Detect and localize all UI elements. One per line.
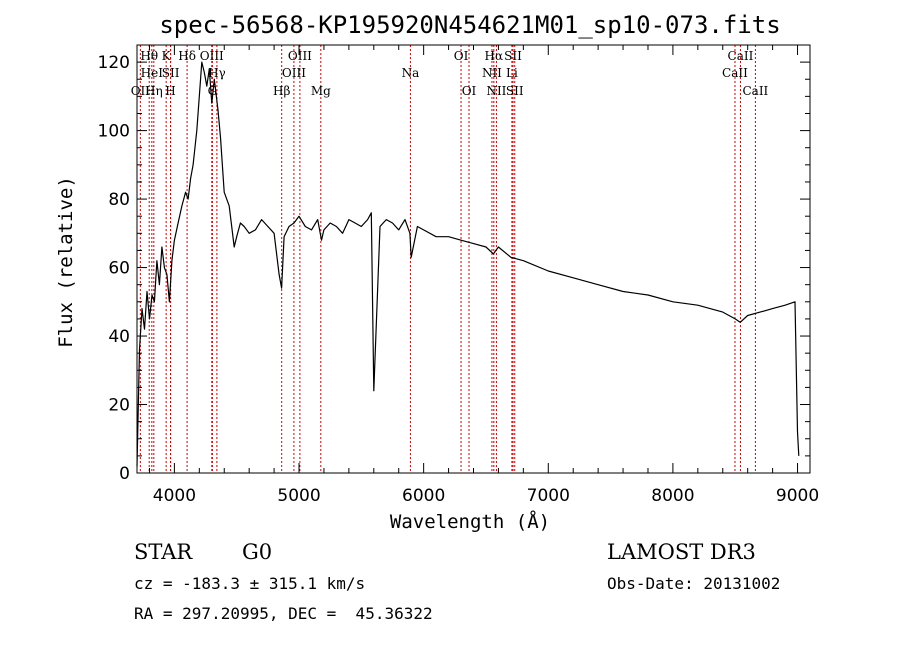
line-label-26: CaII — [742, 84, 768, 98]
line-label-10: Hγ — [208, 66, 226, 80]
line-markers — [139, 45, 756, 473]
line-label-3: Hη — [145, 84, 163, 98]
object-class: STAR — [134, 540, 193, 564]
ra-dec: RA = 297.20995, DEC = 45.36322 — [134, 604, 433, 623]
line-label-13: OIII — [288, 49, 312, 63]
line-label-21: Li — [506, 66, 518, 80]
line-label-15: Na — [402, 66, 420, 80]
line-label-24: CaII — [722, 66, 748, 80]
y-axis-ticks: 0 20 40 60 80 100 120 — [98, 44, 810, 484]
line-label-19: Hα — [485, 49, 504, 63]
y-tick-label-60: 60 — [108, 259, 130, 279]
line-label-2: HeI — [141, 66, 164, 80]
series-spectrum — [136, 61, 800, 467]
y-tick-label-20: 20 — [108, 396, 130, 416]
line-labels: OII Hθ HeI Hη K SII H Hδ OIII G Hγ Hβ OIII OIII Mg Na OI… — [131, 49, 769, 98]
y-tick-label-100: 100 — [98, 122, 130, 142]
line-label-14: Mg — [311, 84, 331, 98]
line-label-22: SII — [504, 49, 522, 63]
line-label-16: OI — [454, 49, 469, 63]
plot-frame — [136, 44, 811, 474]
x-axis-ticks: 4000 5000 6000 7000 8000 9000 — [148, 45, 819, 506]
x-tick-label-8000: 8000 — [651, 486, 694, 506]
redshift-cz: cz = -183.3 ± 315.1 km/s — [134, 574, 365, 593]
x-tick-label-4000: 4000 — [153, 486, 196, 506]
survey-name: LAMOST DR3 — [607, 540, 756, 564]
spectrum-series — [136, 61, 800, 467]
line-label-17: OI — [462, 84, 477, 98]
x-tick-label-7000: 7000 — [527, 486, 570, 506]
line-label-4: K — [162, 49, 172, 63]
chart-title: spec-56568-KP195920N454621M01_sp10-073.f… — [159, 11, 780, 39]
line-label-20: NII — [486, 84, 506, 98]
obs-date: Obs-Date: 20131002 — [607, 574, 780, 593]
y-tick-label-80: 80 — [108, 190, 130, 210]
line-label-0: OII — [131, 84, 151, 98]
x-tick-label-5000: 5000 — [277, 486, 320, 506]
line-label-1: Hθ — [140, 49, 158, 63]
y-tick-label-120: 120 — [98, 53, 130, 73]
line-label-7: Hδ — [178, 49, 196, 63]
y-tick-label-40: 40 — [108, 327, 130, 347]
line-label-25: CaII — [728, 49, 754, 63]
line-label-11: Hβ — [273, 84, 290, 98]
x-tick-label-9000: 9000 — [776, 486, 819, 506]
line-label-12: OIII — [282, 66, 306, 80]
y-tick-label-0: 0 — [119, 464, 130, 484]
line-label-18: NII — [482, 66, 502, 80]
line-label-5: SII — [162, 66, 180, 80]
object-subclass: G0 — [242, 540, 272, 564]
x-axis-label: Wavelength (Å) — [390, 510, 550, 533]
y-axis-label: Flux (relative) — [55, 176, 77, 348]
line-label-6: H — [165, 84, 175, 98]
x-tick-label-6000: 6000 — [402, 486, 445, 506]
line-label-23: SII — [506, 84, 524, 98]
line-label-9: G — [208, 84, 218, 98]
line-label-8: OIII — [200, 49, 224, 63]
